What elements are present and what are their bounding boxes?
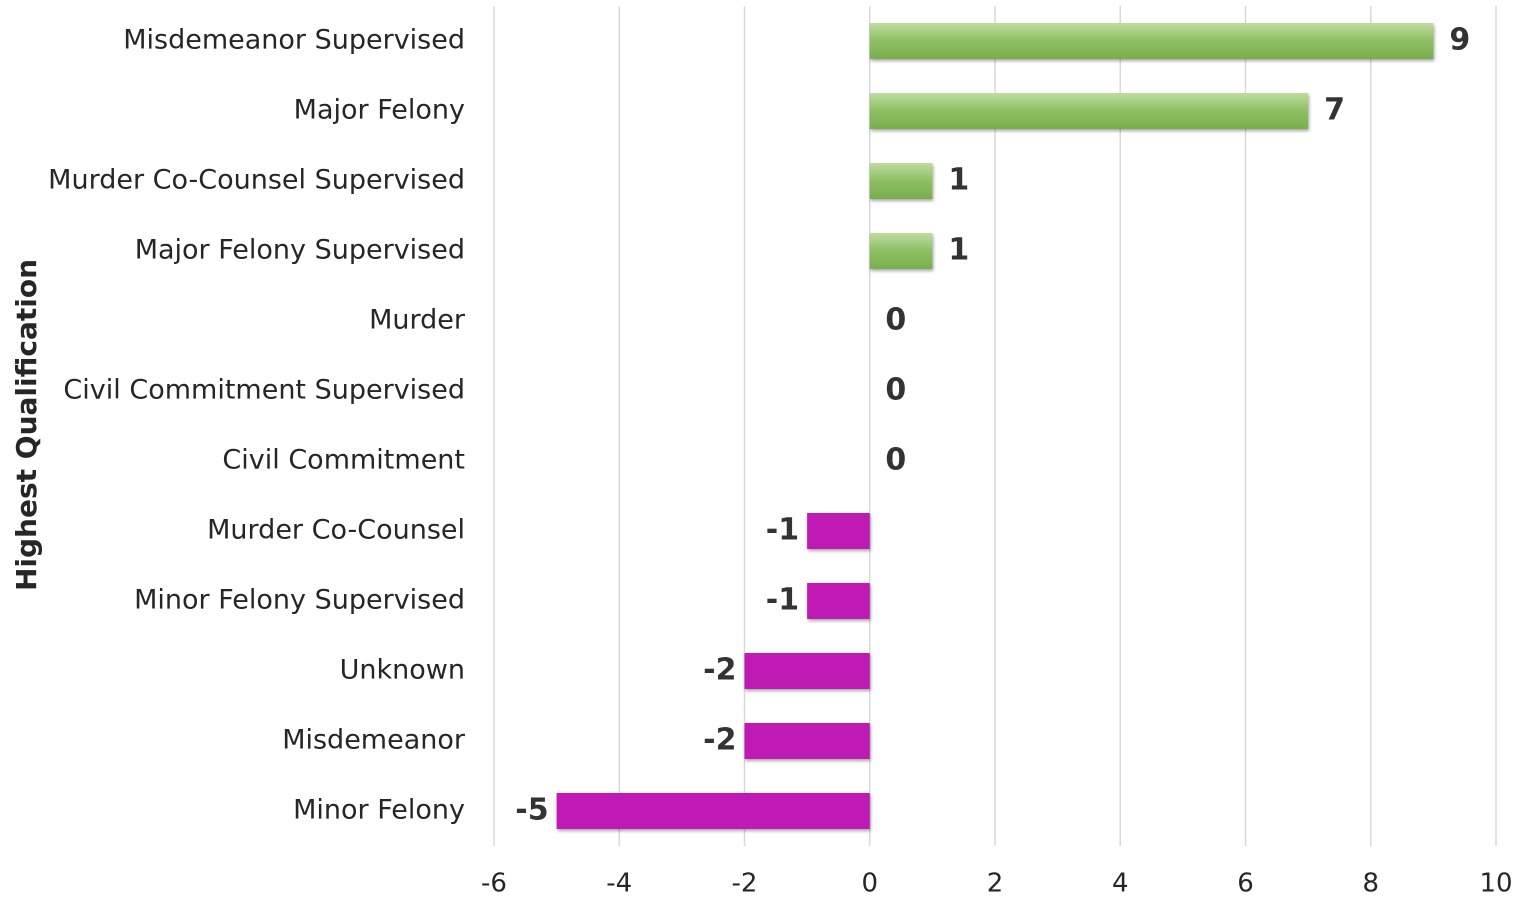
bar	[869, 163, 933, 199]
bar	[744, 653, 870, 689]
y-axis-title: Highest Qualification	[10, 259, 43, 591]
value-label: -1	[766, 513, 799, 548]
y-tick-label: Unknown	[340, 655, 465, 686]
bar	[556, 793, 870, 829]
value-label: -1	[766, 583, 799, 618]
y-tick-label: Misdemeanor Supervised	[123, 25, 465, 56]
bar	[807, 583, 870, 619]
y-tick-label: Minor Felony Supervised	[134, 585, 465, 616]
value-label: 1	[948, 163, 969, 198]
x-tick-label: 6	[1237, 869, 1254, 898]
bar	[869, 233, 933, 269]
value-label: -2	[703, 653, 736, 688]
bar	[807, 513, 870, 549]
x-tick-label: 8	[1362, 869, 1379, 898]
y-tick-label: Murder Co-Counsel Supervised	[48, 165, 465, 196]
value-label: -5	[515, 793, 548, 828]
bar	[869, 23, 1434, 59]
y-tick-label: Minor Felony	[293, 795, 465, 826]
value-label: 0	[885, 303, 906, 338]
y-tick-label: Civil Commitment Supervised	[63, 375, 465, 406]
x-tick-label: 2	[987, 869, 1004, 898]
value-label: 0	[885, 373, 906, 408]
x-tick-label: -4	[606, 869, 632, 898]
y-tick-label: Major Felony	[294, 95, 465, 126]
y-tick-label: Major Felony Supervised	[135, 235, 465, 266]
bar	[744, 723, 870, 759]
x-tick-label: 10	[1479, 869, 1512, 898]
y-tick-label: Murder Co-Counsel	[207, 515, 465, 546]
x-tick-label: -6	[481, 869, 507, 898]
x-tick-label: -2	[732, 869, 758, 898]
value-label: 1	[948, 233, 969, 268]
bar	[869, 93, 1309, 129]
value-label: 9	[1449, 23, 1470, 58]
y-tick-label: Murder	[369, 305, 466, 336]
value-label: 0	[885, 443, 906, 478]
x-tick-label: 4	[1112, 869, 1129, 898]
y-tick-label: Civil Commitment	[222, 445, 465, 476]
x-tick-label: 0	[861, 869, 878, 898]
value-label: 7	[1324, 93, 1345, 128]
y-tick-label: Misdemeanor	[282, 725, 466, 756]
value-label: -2	[703, 723, 736, 758]
